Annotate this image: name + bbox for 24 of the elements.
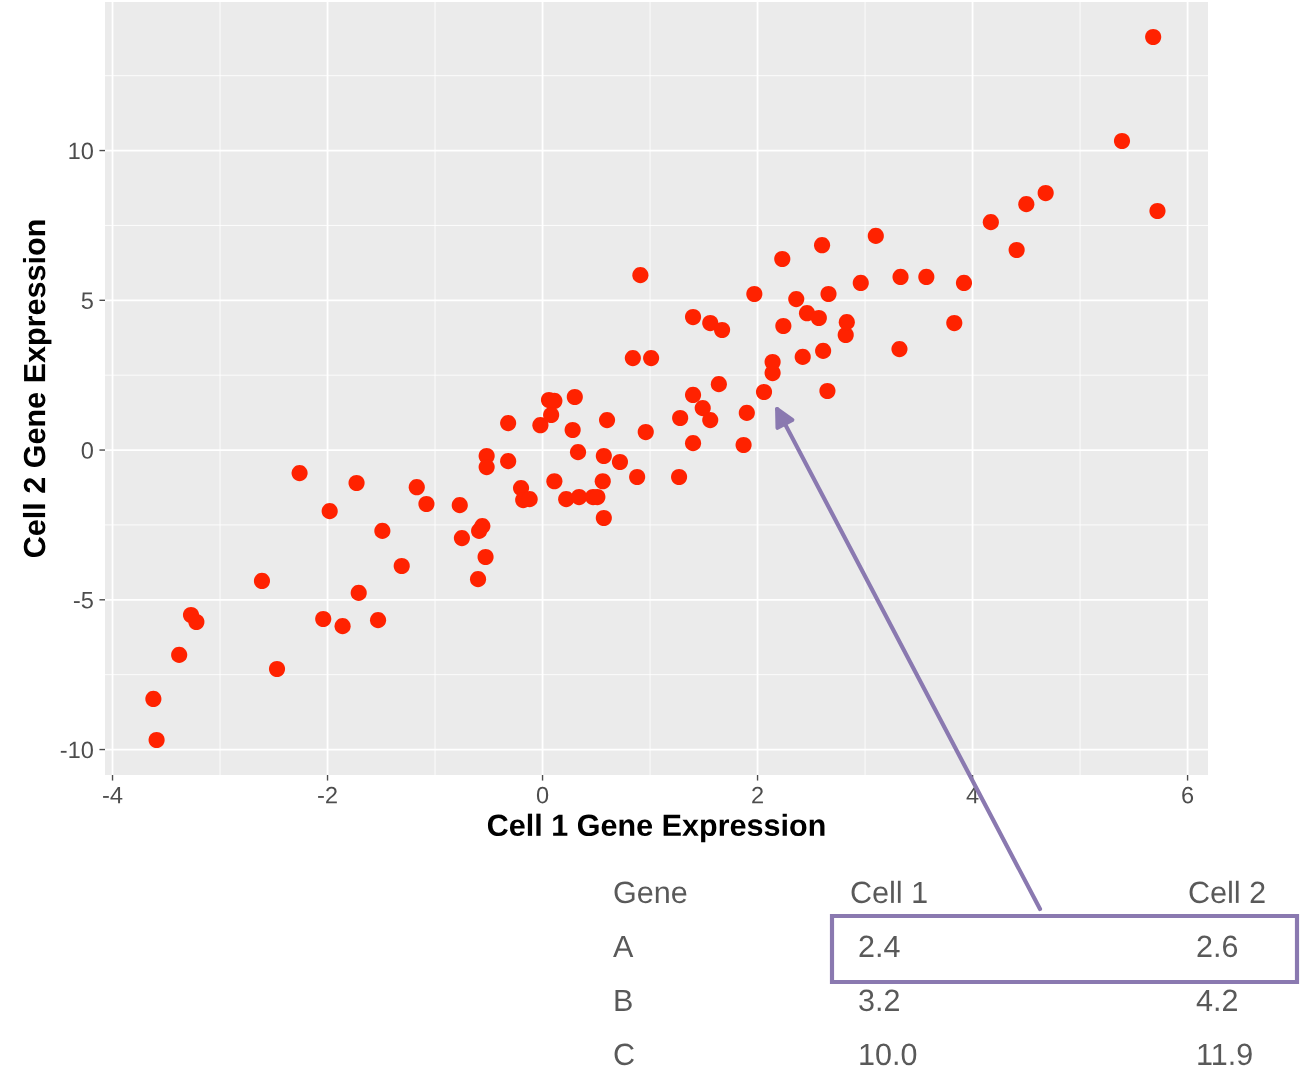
y-tick-label: -10 xyxy=(60,741,93,759)
x-tick-label: 0 xyxy=(536,786,549,804)
text: B xyxy=(615,989,632,1011)
text: 4.2 xyxy=(1196,989,1237,1011)
text: 2.4 xyxy=(859,935,900,957)
text: C xyxy=(614,1043,634,1066)
x-axis-title: Cell 1 Gene Expression xyxy=(487,813,825,843)
text: A xyxy=(613,935,634,957)
text: 11.9 xyxy=(1198,1043,1252,1066)
y-tick-label: 0 xyxy=(81,442,93,459)
text: Cell 2 xyxy=(1189,880,1265,904)
x-tick-label: 2 xyxy=(752,786,763,804)
y-tick-label: -5 xyxy=(73,592,93,609)
y-tick-label: 10 xyxy=(69,142,93,160)
text: 2.6 xyxy=(1197,935,1238,958)
y-tick-label: 5 xyxy=(81,292,93,310)
text: 3.2 xyxy=(859,989,899,1012)
text: Cell 1 xyxy=(851,880,927,904)
x-tick-label: 6 xyxy=(1182,786,1194,804)
text: 10.0 xyxy=(860,1043,917,1066)
text: Gene xyxy=(614,881,687,904)
x-tick-label: -2 xyxy=(318,786,337,804)
x-tick-label: -4 xyxy=(103,786,123,804)
y-axis-title: Cell 2 Gene Expression xyxy=(22,220,52,558)
